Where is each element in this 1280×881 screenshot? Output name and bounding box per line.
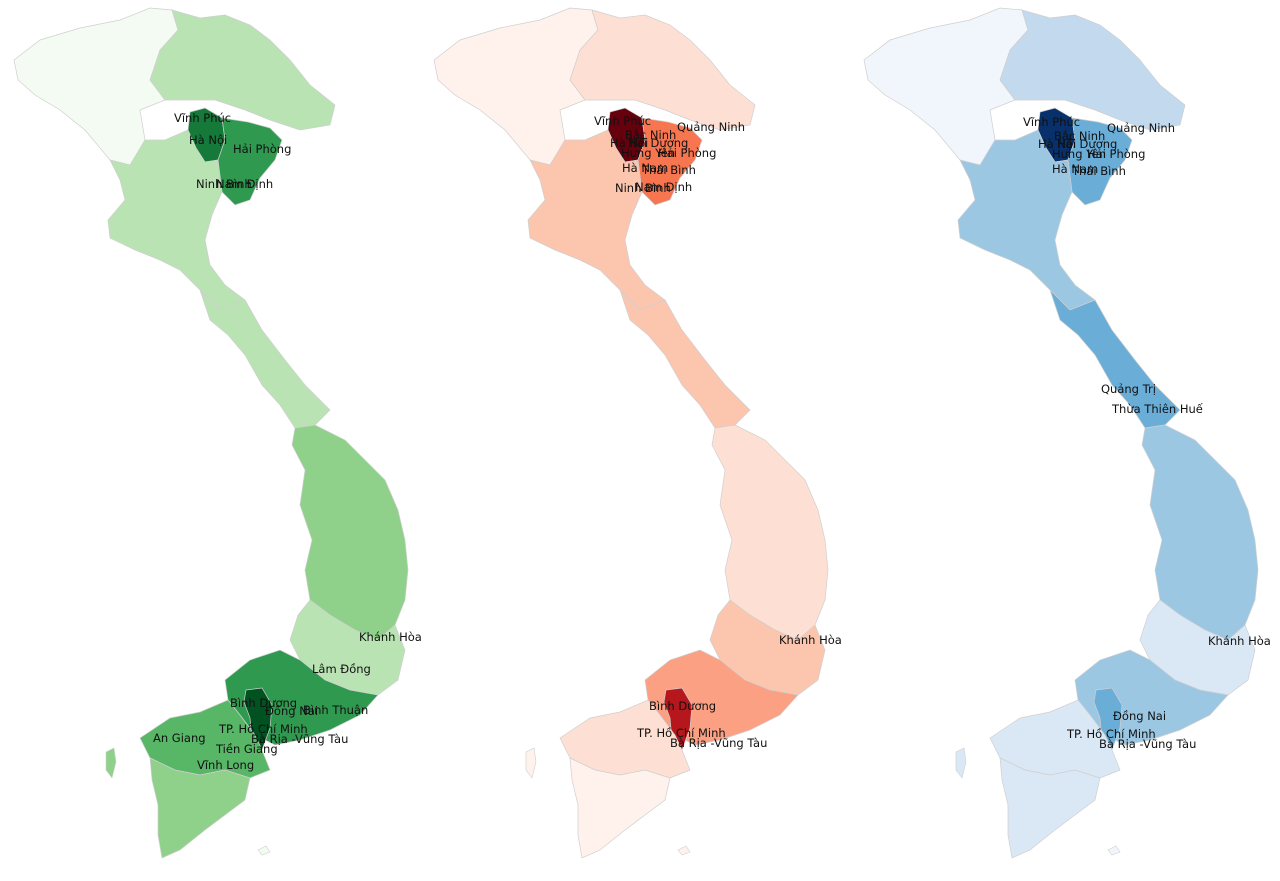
region-label: Nam Định [635,180,692,194]
region-label: Bắc Ninh [1054,129,1105,143]
province-region-mekong_south [955,747,967,779]
province-region-north_west [677,845,691,856]
region-label: Vĩnh Phúc [594,114,651,128]
region-label: Hà Nam [622,161,668,175]
label-layer-blue: Vĩnh Phúc Bắc Ninh Quảng Ninh Hà Nội Hải… [1023,115,1271,751]
province-region-red_delta [637,117,703,206]
map-shape-red [433,7,829,859]
region-label: Hải Phòng [233,142,291,156]
map-panel-red: Vĩnh Phúc Bắc Ninh Quảng Ninh Hà Nội Hải… [433,7,842,859]
region-label: An Giang [153,731,206,745]
region-label: TP. Hồ Chí Minh [636,726,726,740]
province-region-coast [199,289,331,429]
label-layer-green: Vĩnh Phúc Hà Nội Hải Phòng Ninh Bình Nam… [153,111,422,772]
region-label: Bình Dương [649,699,716,713]
province-region-highlands [289,599,406,696]
region-label: Hải Phòng [1087,147,1145,161]
region-label: Bà Rịa -Vũng Tàu [251,732,348,746]
province-region-mekong_south [569,757,671,859]
province-region-north_central [957,129,1096,311]
region-label: Ninh Bình [615,181,671,195]
region-label: Hải Phòng [658,146,716,160]
map-panel-blue: Vĩnh Phúc Bắc Ninh Quảng Ninh Hà Nội Hải… [863,7,1271,859]
province-region-red_delta [217,117,283,206]
region-label: Thái Bình [641,163,696,177]
region-label: Nam Định [216,177,273,191]
region-label: Vĩnh Long [197,758,254,772]
region-label: Vĩnh Phúc [174,111,231,125]
province-region-mekong_south [149,757,251,859]
region-label: Hà Nội [189,133,227,147]
region-label: Lâm Đồng [312,662,371,676]
region-label: Ninh Bình [196,177,252,191]
region-label: Khánh Hòa [1208,634,1271,648]
province-region-north_east [569,9,756,131]
region-label: Bà Rịa -Vũng Tàu [1099,737,1196,751]
region-label: TP. Hồ Chí Minh [1066,727,1156,741]
province-region-coast [619,289,751,429]
map-shape-blue [863,7,1259,859]
province-region-mekong_south [525,747,537,779]
region-label: Thái Bình [1071,164,1126,178]
region-label: Quảng Trị [1101,382,1156,396]
map-panel-green: Vĩnh Phúc Hà Nội Hải Phòng Ninh Bình Nam… [13,7,422,859]
region-label: Bắc Ninh [625,128,676,142]
map-shape-green [13,7,409,859]
region-label: Hưng Yên [621,146,675,160]
region-label: Thừa Thiên Huế [1111,402,1204,416]
province-region-mekong_south [105,747,117,779]
region-label: Khánh Hòa [359,630,422,644]
region-label: Đồng Nai [1113,709,1166,723]
province-region-north_central [527,129,666,311]
province-region-north_west [257,845,271,856]
region-label: Tiền Giang [215,742,278,756]
region-label: Quảng Ninh [677,120,745,134]
region-label: Hà Nam [1052,162,1098,176]
province-region-north_west [1107,845,1121,856]
region-label: Bà Rịa -Vũng Tàu [670,736,767,750]
province-region-north_east [999,9,1186,131]
region-label: Bình Dương [230,696,297,710]
region-label: Hà Nội [1038,137,1076,151]
province-region-north_east [149,9,336,131]
province-region-mekong_south [999,757,1101,859]
region-label: Vĩnh Phúc [1023,115,1080,129]
region-label: Khánh Hòa [779,633,842,647]
region-label: Hưng Yên [1052,147,1106,161]
region-label: Quảng Ninh [1107,121,1175,135]
region-label: Hải Dương [628,136,688,150]
region-label: Hà Nội [610,136,648,150]
region-label: Bình Thuận [303,703,368,717]
province-region-highlands [709,599,826,696]
region-label: TP. Hồ Chí Minh [218,722,308,736]
region-label: Đồng Nai [265,704,318,718]
province-region-red_delta [1067,117,1133,206]
label-layer-red: Vĩnh Phúc Bắc Ninh Quảng Ninh Hà Nội Hải… [594,114,842,750]
province-region-highlands [1139,599,1256,696]
province-region-north_central [107,129,246,311]
region-label: Hải Dương [1057,137,1117,151]
